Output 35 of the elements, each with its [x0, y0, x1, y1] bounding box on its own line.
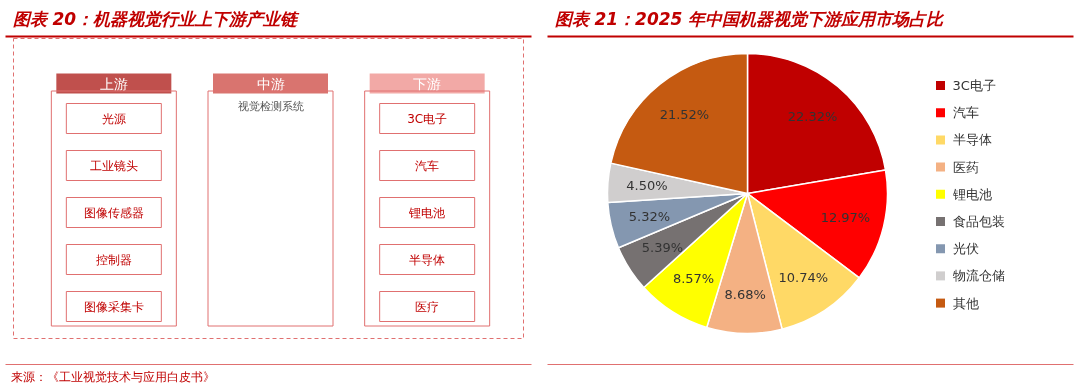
data-label: 22.32%	[787, 108, 838, 124]
text: 工业镜头	[89, 158, 138, 173]
text: 3C电子	[407, 111, 448, 126]
data-label: 4.50%	[626, 178, 668, 194]
text: 图像采集卡	[83, 299, 144, 314]
text: 图像传感器	[83, 205, 144, 220]
legend-label: 3C电子	[952, 78, 996, 93]
legend-label: 食品包装	[952, 214, 1005, 229]
legend-label: 光伏	[952, 241, 979, 257]
data-label: 21.52%	[659, 107, 710, 123]
text: 视觉检测系统	[237, 100, 304, 113]
legend-label: 汽车	[952, 105, 979, 121]
text: 汽车	[415, 158, 440, 173]
text: 光源	[101, 111, 126, 126]
data-label: 8.57%	[672, 271, 715, 287]
legend-label: 半导体	[952, 132, 992, 148]
text: 锂电池	[408, 205, 446, 220]
source-note: 来源：《工业视觉技术与应用白皮书》	[10, 369, 215, 384]
legend-label: 物流仓储	[952, 268, 1005, 284]
legend-label: 锂电池	[951, 186, 992, 202]
text: 控制器	[95, 252, 132, 267]
data-label: 8.68%	[724, 286, 766, 302]
data-label: 12.97%	[820, 209, 871, 225]
text: 半导体	[409, 252, 446, 267]
text: 图表 20：机器视觉行业上下游产业链	[12, 8, 301, 29]
data-label: 5.32%	[628, 209, 671, 225]
data-label: 5.39%	[641, 240, 684, 256]
legend-label: 其他	[952, 295, 979, 311]
text: 医疗	[415, 299, 440, 314]
chart-title: 图表 21：2025 年中国机器视觉下游应用市场占比	[554, 8, 946, 29]
category-label: 下游	[413, 75, 442, 92]
category-label: 中游	[256, 75, 285, 92]
category-label: 上游	[99, 75, 128, 92]
legend-label: 医药	[952, 159, 979, 175]
data-label: 10.74%	[778, 269, 829, 285]
